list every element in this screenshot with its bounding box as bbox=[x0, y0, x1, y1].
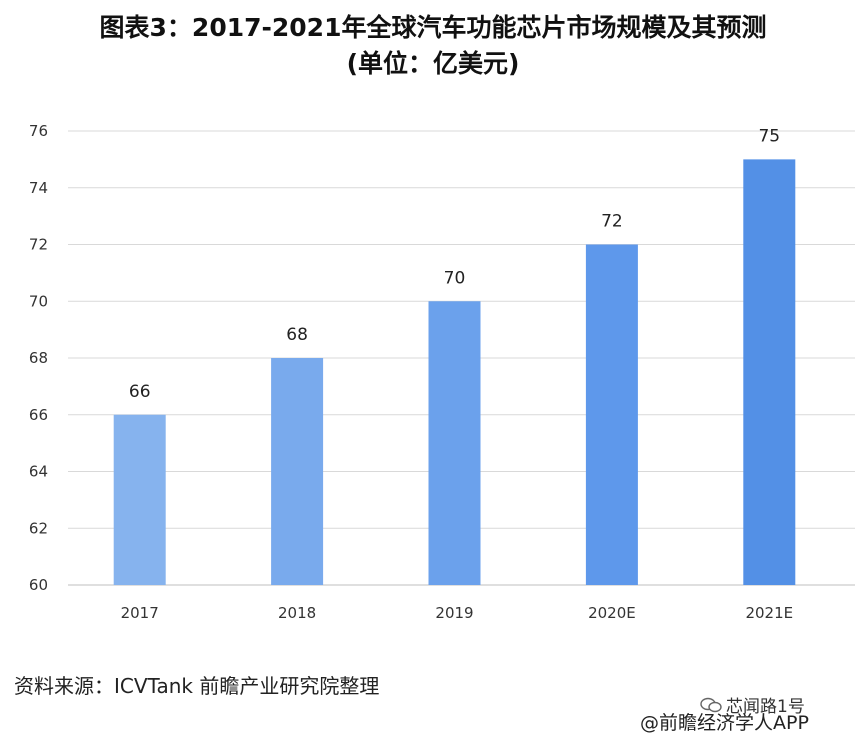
bar bbox=[113, 414, 166, 585]
bar bbox=[585, 244, 638, 585]
wechat-icon bbox=[700, 697, 722, 713]
y-tick-label: 72 bbox=[29, 236, 48, 254]
y-tick-label: 64 bbox=[29, 463, 48, 481]
y-tick-label: 62 bbox=[29, 519, 48, 537]
wechat-badge: 芯闻路1号 bbox=[700, 692, 805, 717]
y-axis-ticks: 60 62 64 66 68 70 72 74 76 bbox=[29, 122, 48, 594]
x-tick-label: 2020E bbox=[588, 604, 636, 622]
y-tick-label: 70 bbox=[29, 292, 48, 310]
bar bbox=[271, 358, 324, 585]
y-tick-label: 60 bbox=[29, 576, 48, 594]
data-label: 66 bbox=[129, 382, 151, 402]
y-tick-label: 68 bbox=[29, 349, 48, 367]
badge-text: 芯闻路1号 bbox=[726, 697, 805, 717]
source-note: 资料来源：ICVTank 前瞻产业研究院整理 bbox=[14, 674, 380, 698]
y-tick-label: 66 bbox=[29, 406, 48, 424]
data-label: 72 bbox=[601, 212, 623, 232]
brand-watermark: @前瞻经济学人APP bbox=[640, 712, 809, 734]
chart-title-block: 图表3：2017-2021年全球汽车功能芯片市场规模及其预测 (单位：亿美元) bbox=[0, 10, 866, 82]
x-tick-label: 2017 bbox=[121, 604, 159, 622]
bars bbox=[113, 159, 796, 585]
data-labels: 66 68 70 72 75 bbox=[129, 126, 780, 401]
data-label: 70 bbox=[444, 268, 466, 288]
y-tick-label: 76 bbox=[29, 122, 48, 140]
data-label: 75 bbox=[758, 126, 780, 146]
x-tick-label: 2018 bbox=[278, 604, 316, 622]
data-label: 68 bbox=[286, 325, 308, 345]
chart-title: 图表3：2017-2021年全球汽车功能芯片市场规模及其预测 bbox=[99, 13, 767, 42]
chart-subtitle: (单位：亿美元) bbox=[346, 49, 520, 78]
x-tick-label: 2021E bbox=[745, 604, 793, 622]
x-tick-label: 2019 bbox=[435, 604, 473, 622]
bar bbox=[428, 301, 481, 585]
y-tick-label: 74 bbox=[29, 179, 48, 197]
bar bbox=[743, 159, 796, 585]
x-axis-ticks: 2017 2018 2019 2020E 2021E bbox=[121, 604, 794, 622]
